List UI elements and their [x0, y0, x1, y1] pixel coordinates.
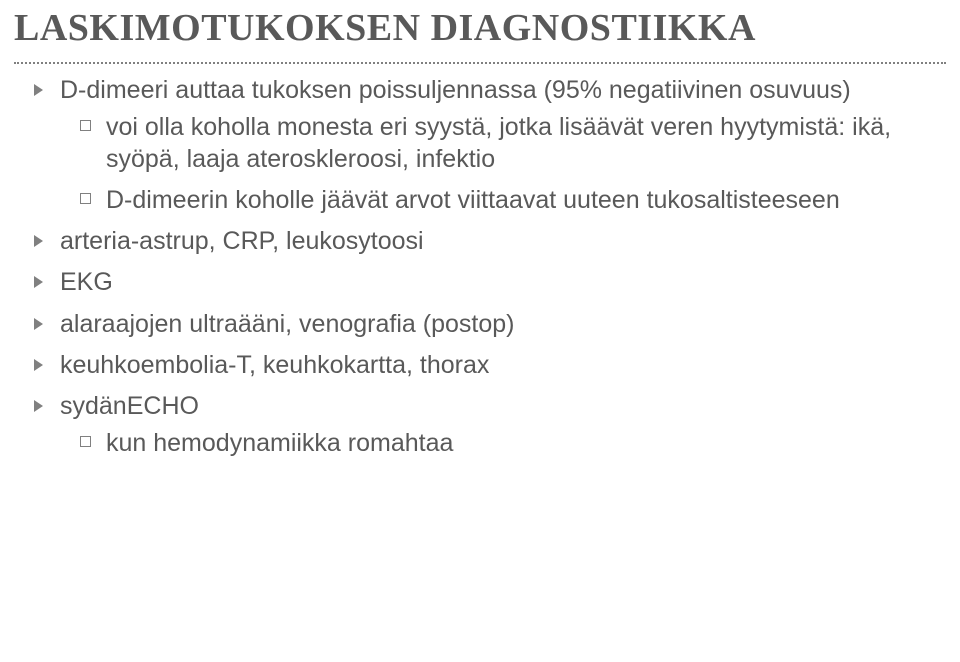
bullet-text: kun hemodynamiikka romahtaa [106, 429, 453, 457]
list-item: D-dimeerin koholle jäävät arvot viittaav… [60, 185, 930, 216]
slide-title: LASKIMOTUKOKSEN DIAGNOSTIIKKA [14, 6, 946, 50]
sub-list: voi olla koholla monesta eri syystä, jot… [60, 112, 930, 216]
bullet-text: D-dimeeri auttaa tukoksen poissuljennass… [60, 76, 851, 104]
slide-body: D-dimeeri auttaa tukoksen poissuljennass… [30, 75, 930, 470]
bullet-text: arteria-astrup, CRP, leukosytoosi [60, 227, 424, 255]
bullet-list: D-dimeeri auttaa tukoksen poissuljennass… [30, 75, 930, 460]
list-item: voi olla koholla monesta eri syystä, jot… [60, 112, 930, 175]
bullet-text: alaraajojen ultraääni, venografia (posto… [60, 310, 514, 338]
title-underline [14, 62, 946, 64]
list-item: keuhkoembolia-T, keuhkokartta, thorax [30, 350, 930, 381]
sub-list: kun hemodynamiikka romahtaa [60, 428, 930, 459]
bullet-text: sydänECHO [60, 392, 199, 420]
list-item: D-dimeeri auttaa tukoksen poissuljennass… [30, 75, 930, 216]
list-item: EKG [30, 267, 930, 298]
list-item: kun hemodynamiikka romahtaa [60, 428, 930, 459]
bullet-text: EKG [60, 268, 113, 296]
slide: LASKIMOTUKOKSEN DIAGNOSTIIKKA D-dimeeri … [0, 0, 960, 662]
bullet-text: voi olla koholla monesta eri syystä, jot… [106, 113, 891, 172]
list-item: sydänECHO kun hemodynamiikka romahtaa [30, 391, 930, 460]
bullet-text: D-dimeerin koholle jäävät arvot viittaav… [106, 186, 840, 214]
bullet-text: keuhkoembolia-T, keuhkokartta, thorax [60, 351, 489, 379]
list-item: arteria-astrup, CRP, leukosytoosi [30, 226, 930, 257]
list-item: alaraajojen ultraääni, venografia (posto… [30, 309, 930, 340]
